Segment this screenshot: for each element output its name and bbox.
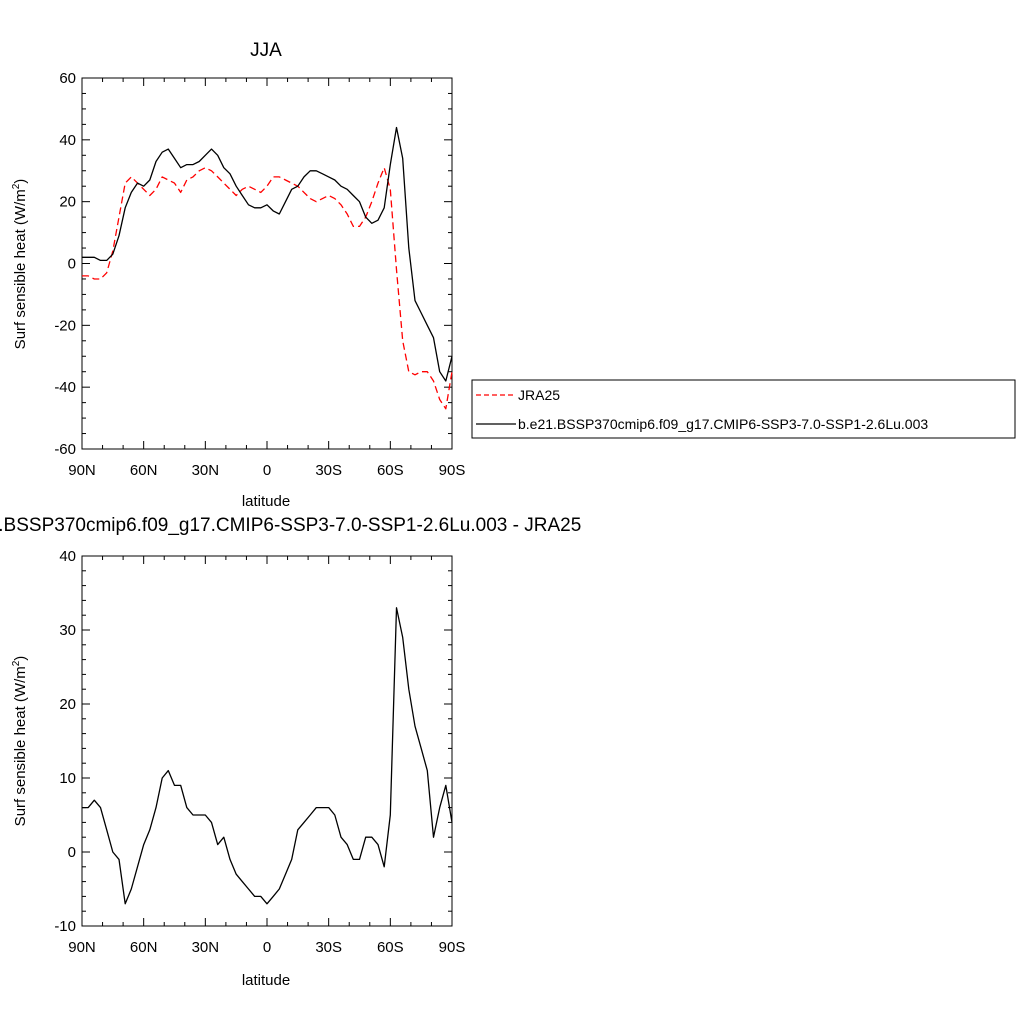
top-chart-xtick-label: 60S xyxy=(377,462,404,479)
top-chart-frame xyxy=(81,77,453,450)
legend: JRA25 b.e21.BSSP370cmip6.f09_g17.CMIP6-S… xyxy=(471,379,1016,439)
top-chart-ytick-label: -60 xyxy=(54,441,76,458)
top-chart-xtick-label: 0 xyxy=(263,462,271,479)
bottom-chart-xtick-label: 60S xyxy=(377,939,404,956)
legend-jra25-label: JRA25 xyxy=(518,387,560,403)
bottom-chart-ytick-label: 30 xyxy=(59,622,76,639)
top-chart-ylabel-main: Surf sensible heat (W/m xyxy=(12,189,29,349)
bottom-chart-ylabel-tail: ) xyxy=(12,656,29,661)
top-chart-xtick-label: 30N xyxy=(192,462,220,479)
top-chart-xtick-label: 90S xyxy=(439,462,466,479)
bottom-chart-xtick-label: 90S xyxy=(439,939,466,956)
bottom-chart-plot-area: 90N 60N 30N 0 30S 60S 90S -10 0 10 20 30 40 xyxy=(54,548,465,956)
bottom-chart-ytick-label: 20 xyxy=(59,696,76,713)
legend-model-label: b.e21.BSSP370cmip6.f09_g17.CMIP6-SSP3-7.… xyxy=(518,416,928,432)
bottom-chart-xlabel: latitude xyxy=(242,972,290,989)
bottom-chart-ylabel-sup: 2 xyxy=(11,660,22,666)
top-chart-ytick-label: 40 xyxy=(59,132,76,149)
bottom-chart-title: b.e21.BSSP370cmip6.f09_g17.CMIP6-SSP3-7.… xyxy=(0,515,581,536)
top-chart-title: JJA xyxy=(250,40,282,61)
top-chart-xtick-label: 60N xyxy=(130,462,158,479)
bottom-chart-xtick-label: 0 xyxy=(263,939,271,956)
top-chart-xtick-label: 90N xyxy=(68,462,96,479)
bottom-chart-panel: b.e21.BSSP370cmip6.f09_g17.CMIP6-SSP3-7.… xyxy=(0,515,581,989)
top-chart-ytick-label: 20 xyxy=(59,194,76,211)
top-chart-xtick-label: 30S xyxy=(315,462,342,479)
bottom-chart-xtick-label: 30N xyxy=(192,939,220,956)
bottom-chart-xtick-label: 30S xyxy=(315,939,342,956)
bottom-chart-ytick-label: 40 xyxy=(59,548,76,565)
top-chart-ytick-label: -20 xyxy=(54,317,76,334)
bottom-chart-series-difference-line xyxy=(82,607,453,905)
bottom-chart-ytick-label: 10 xyxy=(59,770,76,787)
bottom-chart-ylabel-main: Surf sensible heat (W/m xyxy=(12,666,29,826)
top-chart-ylabel-tail: ) xyxy=(12,179,29,184)
top-chart-panel: JJA 90N 60N 30N 0 30S 60S 90S-60-40-200204060 … xyxy=(11,40,465,510)
top-chart-ytick-label: 60 xyxy=(59,70,76,87)
top-chart-series-b-e21-bssp370cmip6-f09-g17-cmi-line xyxy=(82,126,453,382)
top-chart-ytick-label: -40 xyxy=(54,379,76,396)
top-chart-series-jra25-line xyxy=(82,167,453,410)
bottom-chart-ytick-label: 0 xyxy=(68,844,76,861)
legend-box xyxy=(471,379,1016,439)
top-chart-ytick-label: 0 xyxy=(68,256,76,273)
top-chart-plot-area: 90N 60N 30N 0 30S 60S 90S -60 -40 -20 0 20 40 60 xyxy=(54,70,465,479)
bottom-chart-ytick-label: -10 xyxy=(54,918,76,935)
bottom-chart-xtick-label: 90N xyxy=(68,939,96,956)
top-chart-ylabel-sup: 2 xyxy=(11,183,22,189)
top-chart-ylabel: Surf sensible heat (W/m2) xyxy=(11,179,29,350)
bottom-chart-xtick-label: 60N xyxy=(130,939,158,956)
top-chart-xlabel: latitude xyxy=(242,493,290,510)
bottom-chart-ylabel: Surf sensible heat (W/m2) xyxy=(11,656,29,827)
